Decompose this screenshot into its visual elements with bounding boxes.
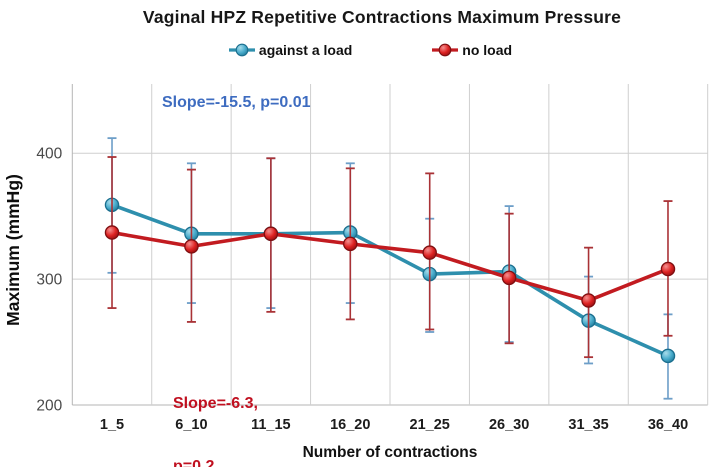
annotation-line: Slope=-6.3, [173,395,258,412]
gridlines [71,84,709,406]
x-tick-label: 21_25 [410,417,450,433]
data-point-marker [660,348,676,364]
annotation-line: p=0.2 [173,458,215,467]
data-point-marker [184,239,199,254]
chart-legend: against a load no load [30,42,709,58]
x-axis-title: Number of contractions [303,444,478,461]
legend-item-against-a-load: against a load [227,42,352,58]
data-point-marker [581,293,596,308]
data-point-marker [343,236,358,252]
legend-label: against a load [258,42,353,58]
data-point-marker [660,261,676,277]
y-tick-label: 300 [36,272,62,289]
series-line [110,230,670,303]
x-tick-label: 11_15 [251,417,291,433]
x-tick-label: 26_30 [489,417,529,433]
legend-marker-against-a-load-icon [227,42,257,58]
data-point-marker [501,270,517,286]
chart-title: Vaginal HPZ Repetitive Contractions Maxi… [142,7,622,27]
x-tick-label: 36_40 [648,417,688,433]
legend-item-no-load: no load [430,42,512,58]
legend-label: no load [462,42,513,58]
x-tick-label: 16_20 [330,417,370,433]
legend-marker-no-load-icon [430,42,460,58]
annotation-slope-against-a-load: Slope=-15.5, p=0.01 [162,94,311,111]
x-tick-label: 31_35 [568,417,608,433]
series-line [110,203,670,358]
x-tick-label: 1_5 [100,417,124,433]
data-point-marker [422,245,437,260]
axis-labels: 200 300 400 1_5 6_10 11_15 16_20 21_25 26_30 31_3… [36,146,688,461]
annotation-slope-no-load: Slope=-6.3, p=0.2 [173,351,258,467]
series-no-load [104,156,676,359]
y-tick-label: 400 [36,146,62,163]
data-point-marker [104,225,120,240]
data-point-marker [263,226,279,242]
y-tick-label: 200 [36,398,62,415]
x-tick-label: 6_10 [175,417,207,433]
